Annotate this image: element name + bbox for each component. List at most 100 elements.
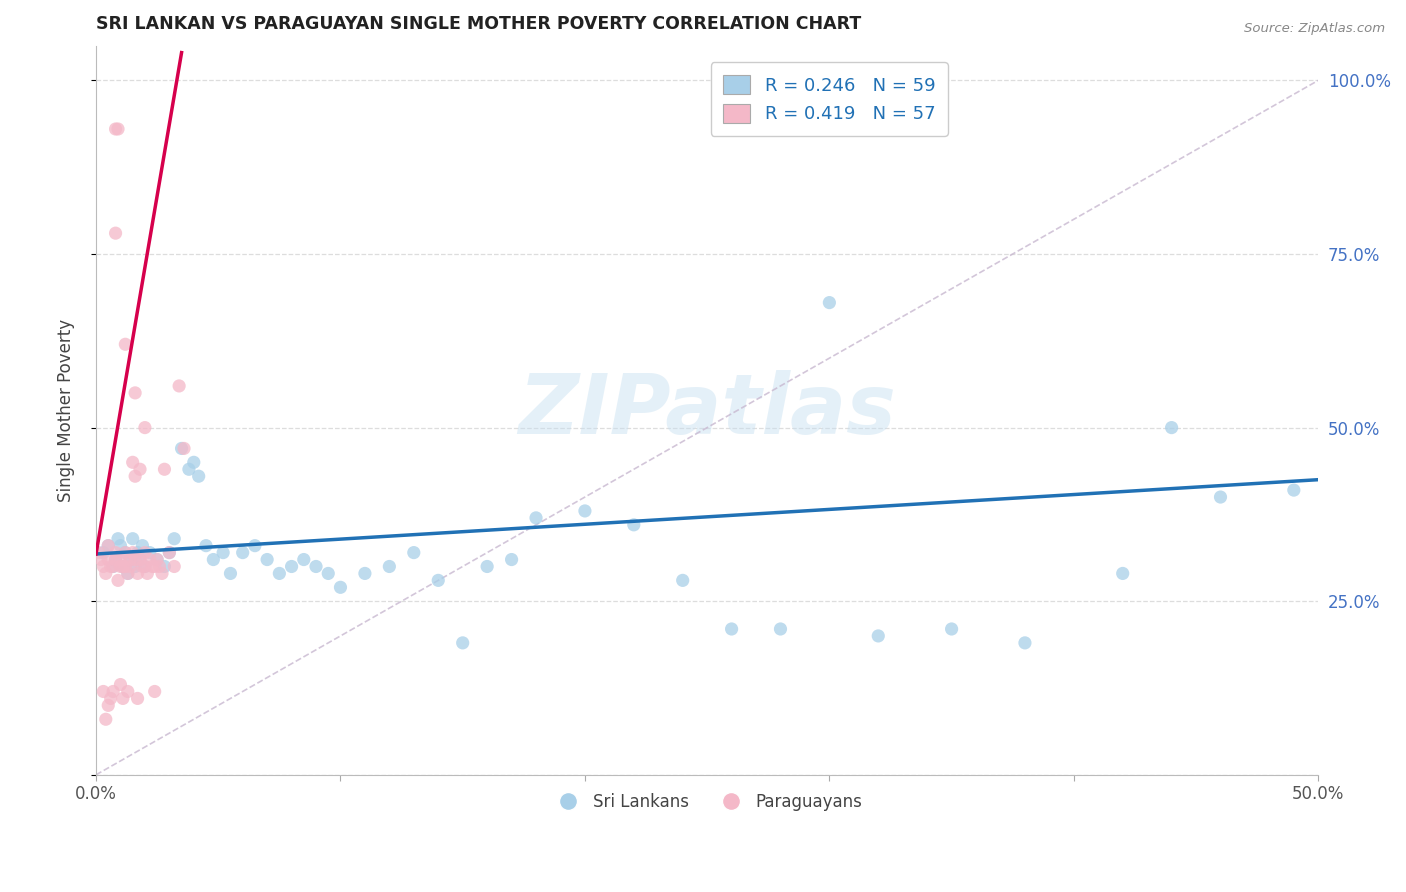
Point <box>97 698 120 713</box>
Point <box>120 559 142 574</box>
Point <box>354 566 377 581</box>
Point <box>316 566 339 581</box>
Point <box>1160 420 1182 434</box>
Point <box>127 566 149 581</box>
Point <box>305 559 328 574</box>
Point <box>134 546 156 560</box>
Point <box>232 546 254 560</box>
Point <box>117 566 139 581</box>
Point <box>110 559 132 574</box>
Point <box>94 712 117 726</box>
Point <box>183 455 205 469</box>
Point <box>100 559 122 574</box>
Point <box>120 552 142 566</box>
Point <box>117 566 139 581</box>
Point <box>107 574 129 588</box>
Point <box>129 552 152 566</box>
Point <box>139 552 162 566</box>
Point <box>141 559 163 574</box>
Point <box>378 559 401 574</box>
Point <box>524 511 547 525</box>
Point <box>110 552 132 566</box>
Text: ZIPatlas: ZIPatlas <box>519 370 896 450</box>
Point <box>150 566 173 581</box>
Point <box>451 636 474 650</box>
Point <box>127 691 149 706</box>
Point <box>574 504 596 518</box>
Point <box>124 559 146 574</box>
Point <box>672 574 695 588</box>
Point <box>114 546 136 560</box>
Point <box>868 629 890 643</box>
Point <box>167 379 190 393</box>
Point <box>87 546 110 560</box>
Point <box>93 684 115 698</box>
Point <box>269 566 291 581</box>
Point <box>720 622 742 636</box>
Point <box>143 559 166 574</box>
Point <box>124 385 146 400</box>
Point <box>93 546 115 560</box>
Point <box>1282 483 1305 497</box>
Point <box>146 552 169 566</box>
Point <box>131 559 153 574</box>
Point <box>111 559 134 574</box>
Point <box>243 539 266 553</box>
Point <box>90 552 112 566</box>
Point <box>107 122 129 136</box>
Point <box>818 295 841 310</box>
Point <box>769 622 792 636</box>
Point <box>94 566 117 581</box>
Point <box>104 226 127 240</box>
Point <box>111 559 134 574</box>
Point <box>157 546 180 560</box>
Point <box>114 559 136 574</box>
Point <box>134 559 156 574</box>
Point <box>93 559 115 574</box>
Point <box>153 559 176 574</box>
Point <box>146 552 169 566</box>
Point <box>121 455 143 469</box>
Legend: Sri Lankans, Paraguayans: Sri Lankans, Paraguayans <box>546 786 869 818</box>
Point <box>104 122 127 136</box>
Point <box>1112 566 1135 581</box>
Point <box>280 559 302 574</box>
Point <box>101 559 124 574</box>
Point <box>97 539 120 553</box>
Point <box>256 552 278 566</box>
Point <box>136 566 159 581</box>
Point <box>143 684 166 698</box>
Point <box>104 552 127 566</box>
Point <box>941 622 963 636</box>
Text: SRI LANKAN VS PARAGUAYAN SINGLE MOTHER POVERTY CORRELATION CHART: SRI LANKAN VS PARAGUAYAN SINGLE MOTHER P… <box>96 15 862 33</box>
Point <box>219 566 242 581</box>
Point <box>292 552 315 566</box>
Point <box>202 552 225 566</box>
Point <box>120 552 142 566</box>
Point <box>427 574 450 588</box>
Point <box>101 684 124 698</box>
Point <box>212 546 235 560</box>
Point <box>173 442 195 456</box>
Point <box>163 532 186 546</box>
Point <box>110 539 132 553</box>
Point <box>329 580 352 594</box>
Point <box>100 691 122 706</box>
Point <box>153 462 176 476</box>
Point <box>163 559 186 574</box>
Point <box>402 546 425 560</box>
Point <box>475 559 498 574</box>
Point <box>117 684 139 698</box>
Point <box>97 552 120 566</box>
Point <box>114 337 136 351</box>
Point <box>623 517 645 532</box>
Point <box>134 559 156 574</box>
Point <box>501 552 523 566</box>
Point <box>124 552 146 566</box>
Point <box>139 546 162 560</box>
Point <box>195 539 218 553</box>
Point <box>104 552 127 566</box>
Point <box>111 691 134 706</box>
Point <box>148 559 170 574</box>
Point <box>107 532 129 546</box>
